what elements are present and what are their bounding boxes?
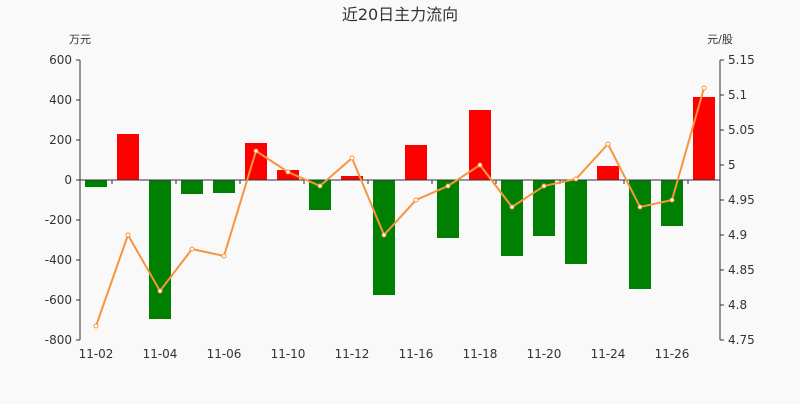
bar-11-02	[85, 180, 107, 187]
right-tick-label: 4.75	[728, 333, 755, 347]
right-tick-label: 5.1	[728, 88, 747, 102]
x-tick-label: 11-02	[79, 347, 114, 361]
right-tick-label: 4.95	[728, 193, 755, 207]
left-tick-label: -400	[45, 253, 72, 267]
price-point-11-05	[189, 246, 195, 252]
bar-11-06	[213, 180, 235, 193]
bar-11-12	[341, 176, 363, 180]
bar-11-19	[501, 180, 523, 256]
left-tick-label: 200	[49, 133, 72, 147]
bar-11-17	[437, 180, 459, 238]
price-point-11-16	[413, 197, 419, 203]
bar-11-10	[277, 170, 299, 180]
left-tick-label: 0	[64, 173, 72, 187]
left-tick-label: -200	[45, 213, 72, 227]
x-tick-label: 11-20	[527, 347, 562, 361]
right-tick-label: 4.9	[728, 228, 747, 242]
left-tick-label: 600	[49, 53, 72, 67]
left-tick-label: 400	[49, 93, 72, 107]
price-point-11-17	[445, 183, 451, 189]
right-axis-unit: 元/股	[707, 33, 733, 46]
price-line	[95, 87, 705, 327]
price-point-11-11	[317, 183, 323, 189]
x-tick-label: 11-18	[463, 347, 498, 361]
bar-11-26	[661, 180, 683, 226]
right-tick-label: 5.15	[728, 53, 755, 67]
left-tick-label: -600	[45, 293, 72, 307]
bar-11-03	[117, 134, 139, 180]
price-point-11-10	[285, 169, 291, 175]
bar-11-24	[597, 166, 619, 180]
bar-11-11	[309, 180, 331, 210]
right-tick-label: 5	[728, 158, 736, 172]
price-point-11-03	[125, 232, 131, 238]
bar-11-20	[533, 180, 555, 236]
price-point-11-27	[701, 85, 707, 91]
bar-11-27	[693, 97, 715, 180]
bar-11-25	[629, 180, 651, 289]
x-tick-label: 11-24	[591, 347, 626, 361]
bar-11-23	[565, 180, 587, 264]
x-tick-label: 11-16	[399, 347, 434, 361]
left-tick-label: -800	[45, 333, 72, 347]
price-point-11-18	[477, 162, 483, 168]
price-point-11-19	[509, 204, 515, 210]
price-point-11-02	[93, 323, 99, 329]
x-tick-label: 11-04	[143, 347, 178, 361]
price-point-11-25	[637, 204, 643, 210]
chart-title: 近20日主力流向	[342, 5, 458, 24]
price-point-11-20	[541, 183, 547, 189]
bar-11-16	[405, 145, 427, 180]
bar-11-04	[149, 180, 171, 319]
left-axis-unit: 万元	[69, 33, 91, 46]
right-tick-label: 4.8	[728, 298, 747, 312]
price-point-11-04	[157, 288, 163, 294]
x-tick-label: 11-12	[335, 347, 370, 361]
x-tick-label: 11-10	[271, 347, 306, 361]
price-point-11-09	[253, 148, 259, 154]
right-tick-label: 4.85	[728, 263, 755, 277]
right-tick-label: 5.05	[728, 123, 755, 137]
price-point-11-06	[221, 253, 227, 259]
price-point-11-23	[573, 176, 579, 182]
bar-11-05	[181, 180, 203, 194]
bar-11-18	[469, 110, 491, 180]
price-point-11-13	[381, 232, 387, 238]
price-point-11-12	[349, 155, 355, 161]
x-tick-label: 11-06	[207, 347, 242, 361]
x-tick-label: 11-26	[655, 347, 690, 361]
price-point-11-24	[605, 141, 611, 147]
price-point-11-26	[669, 197, 675, 203]
